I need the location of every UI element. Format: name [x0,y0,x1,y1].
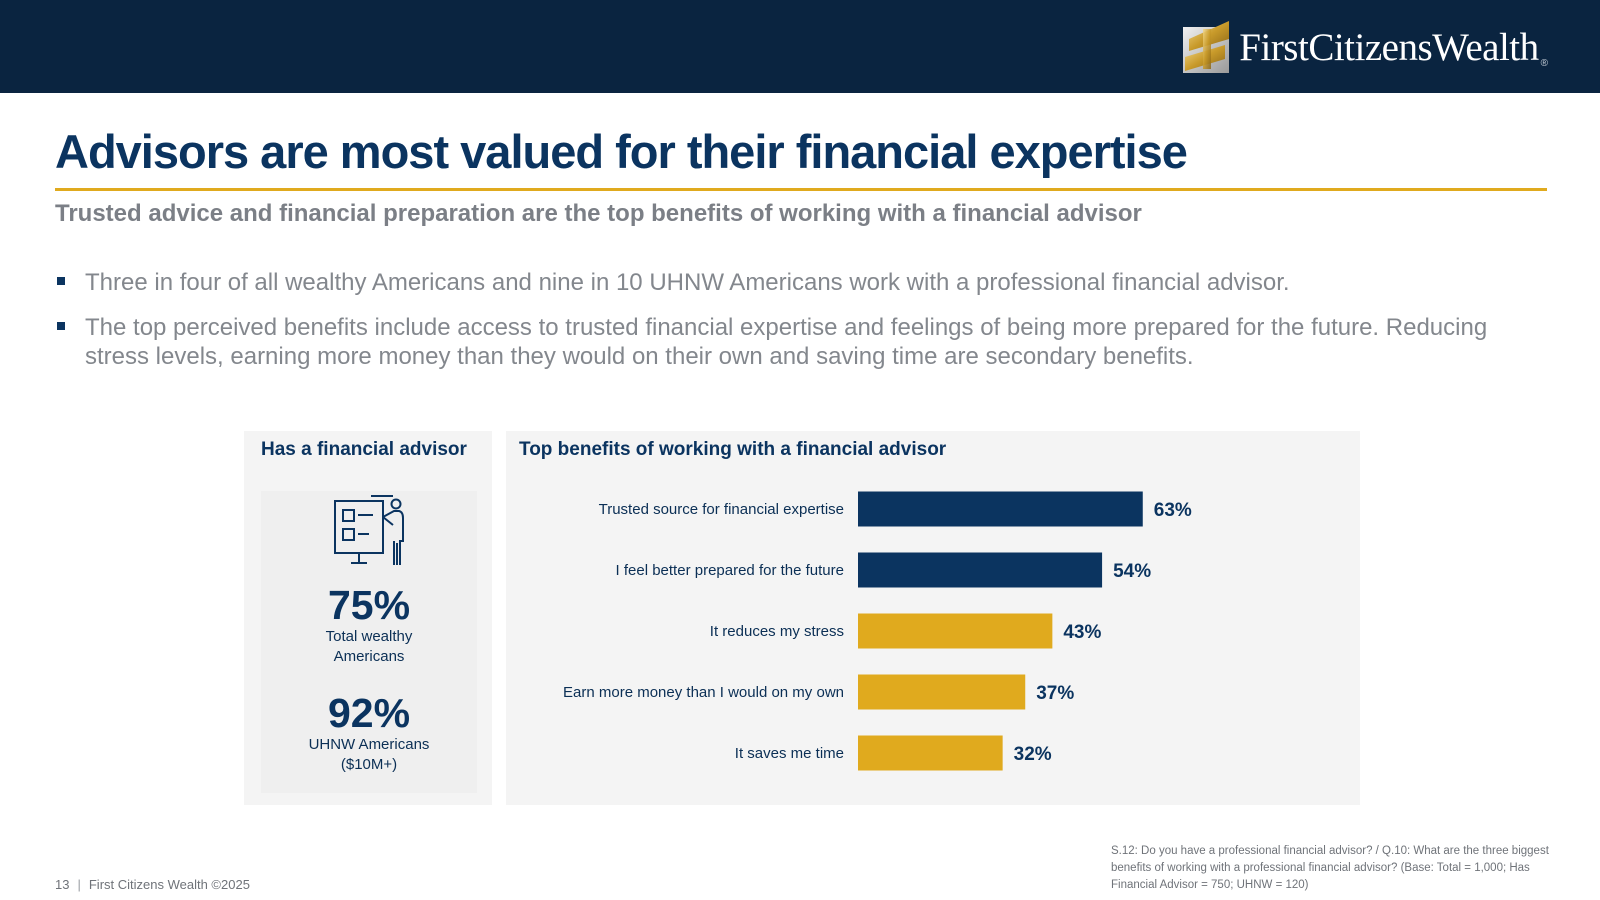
bar [858,552,1103,588]
brand-logo[interactable]: FirstCitizensWealth ® [1181,17,1548,77]
stat-value: 75% [327,582,411,628]
advisor-panel-heading: Has a financial advisor [261,439,467,460]
bar [858,735,1003,771]
page-number: 13 [55,877,70,892]
bar [858,491,1143,527]
bar [858,674,1026,710]
category-label: It reduces my stress [710,623,844,640]
benefits-chart-panel: Trusted source for financial expertise 63… [506,431,1360,805]
category-label: Earn more money than I would on my own [563,684,844,701]
category-label: It saves me time [735,745,844,762]
advisor-ownership-panel: Has a financial advisor 75% Total wealth… [244,431,492,805]
page-title: Advisors are most valued for their finan… [55,125,1188,178]
category-label: I feel better prepared for the future [616,562,844,579]
stat-value: 92% [327,690,411,736]
copyright-text: First Citizens Wealth ©2025 [88,877,250,892]
value-label: 54% [1113,561,1151,582]
stat-label-line: UHNW Americans [308,736,430,753]
advisor-stats-card: 75% Total wealthy Americans 92% UHNW Ame… [261,491,477,793]
page-footer: 13 | First Citizens Wealth ©2025 [55,877,250,892]
value-label: 32% [1014,744,1052,765]
key-point-text: Three in four of all wealthy Americans a… [85,269,1290,296]
benefits-bar-chart: Trusted source for financial expertise 63… [563,491,1192,771]
brand-mark-icon [1183,21,1230,73]
page-subtitle: Trusted advice and financial preparation… [55,200,1142,227]
header-bar: FirstCitizensWealth ® [0,0,1600,93]
bullet-square-icon [57,277,65,285]
stat-total-wealthy: 75% Total wealthy Americans [261,583,477,667]
footer-separator: | [77,877,81,892]
key-point: Three in four of all wealthy Americans a… [55,268,1515,297]
registered-mark: ® [1540,58,1548,69]
category-label: Trusted source for financial expertise [599,501,844,518]
brand-name: FirstCitizensWealth [1239,25,1539,69]
stat-uhnw: 92% UHNW Americans ($10M+) [261,691,477,775]
stat-label-line: Total wealthy [325,628,413,645]
chart-title: Top benefits of working with a financial… [519,439,947,460]
value-label: 37% [1036,683,1074,704]
key-points-list: Three in four of all wealthy Americans a… [55,268,1515,387]
key-point-text: The top perceived benefits include acces… [85,314,1488,370]
source-footnote: S.12: Do you have a professional financi… [1111,845,1549,891]
value-label: 63% [1154,500,1192,521]
bullet-square-icon [57,322,65,330]
stat-label-line: Americans [333,648,405,665]
key-point: The top perceived benefits include acces… [55,313,1515,371]
stat-label-line: ($10M+) [340,756,398,773]
presenter-board-icon [334,495,404,565]
bar [858,613,1053,649]
value-label: 43% [1063,622,1101,643]
title-underline [55,188,1547,191]
